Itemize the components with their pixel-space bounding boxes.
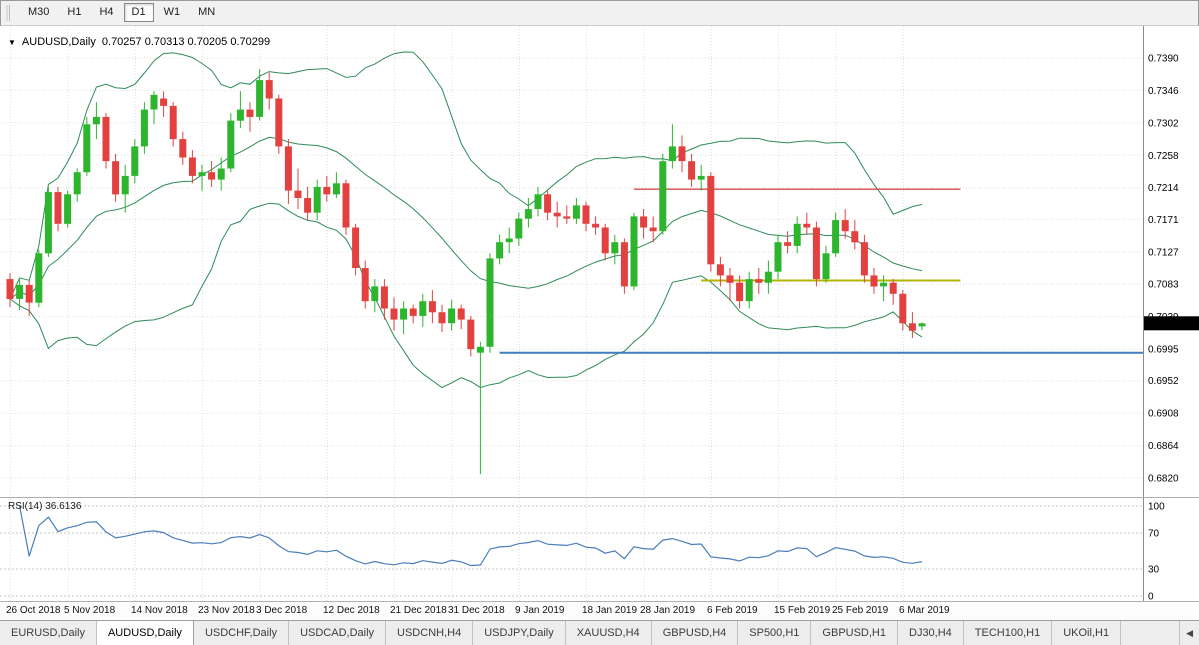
chart-tab-usdchf-daily[interactable]: USDCHF,Daily [193,621,290,645]
price-chart-pane[interactable]: 0.7390 0.7346 0.7302 0.7258 0.7214 0.7171 0.71… [0,26,1199,498]
chart-tab-usdcad-daily[interactable]: USDCAD,Daily [289,621,387,645]
svg-text:0.6820: 0.6820 [1148,474,1179,485]
current-price-tag [1144,316,1199,331]
timeframe-button-mn[interactable]: MN [190,3,223,22]
time-axis-label: 31 Dec 2018 [448,605,505,616]
svg-text:70: 70 [1148,529,1160,540]
svg-text:30: 30 [1148,565,1160,576]
chart-tab-xauusd-h4[interactable]: XAUUSD,H4 [565,621,652,645]
svg-text:0.7258: 0.7258 [1148,151,1179,162]
svg-text:0.6908: 0.6908 [1148,409,1179,420]
chart-title: ▼ AUDUSD,Daily 0.70257 0.70313 0.70205 0… [8,36,270,48]
rsi-indicator-pane[interactable]: 100 70 30 0 RSI(14) 36.6136 [0,498,1199,602]
tab-scroll-left-icon[interactable]: ◀ [1179,621,1199,645]
time-axis[interactable]: 26 Oct 2018 5 Nov 2018 14 Nov 2018 23 Nov 2… [0,602,1199,620]
chart-tab-tech100-h1[interactable]: TECH100,H1 [963,621,1053,645]
time-axis-label: 12 Dec 2018 [323,605,380,616]
timeframe-toolbar: M30 H1 H4 D1 W1 MN [0,0,1199,26]
time-axis-label: 6 Mar 2019 [899,605,950,616]
svg-text:0.6952: 0.6952 [1148,376,1179,387]
chart-tab-gbpusd-h4[interactable]: GBPUSD,H4 [651,621,739,645]
chart-ohlc-values: 0.70257 0.70313 0.70205 0.70299 [101,36,271,48]
rsi-line [19,505,923,567]
svg-text:0.7346: 0.7346 [1148,86,1179,97]
rsi-name: RSI(14) [8,501,43,512]
time-axis-label: 9 Jan 2019 [515,605,565,616]
svg-text:0.7127: 0.7127 [1148,247,1179,258]
svg-text:0.7390: 0.7390 [1148,54,1179,65]
svg-text:0.7083: 0.7083 [1148,280,1179,291]
timeframe-button-h4[interactable]: H4 [91,3,121,22]
timeframe-button-w1[interactable]: W1 [156,3,189,22]
svg-text:0.6864: 0.6864 [1148,441,1179,452]
toolbar-grip-handle[interactable] [6,4,10,21]
svg-text:0: 0 [1148,592,1154,602]
timeframe-button-d1[interactable]: D1 [123,3,154,22]
chart-tab-audusd-daily[interactable]: AUDUSD,Daily [96,621,194,645]
chart-symbol-label: AUDUSD,Daily [21,36,96,48]
svg-text:0.7302: 0.7302 [1148,118,1179,129]
time-axis-label: 15 Feb 2019 [774,605,831,616]
timeframe-button-h1[interactable]: H1 [59,3,89,22]
time-axis-label: 21 Dec 2018 [390,605,447,616]
svg-text:0.70299: 0.70299 [1148,319,1185,330]
svg-text:0.7171: 0.7171 [1148,215,1179,226]
bollinger-lower-band [9,202,923,389]
timeframe-button-m30[interactable]: M30 [20,3,57,22]
svg-text:100: 100 [1148,502,1165,513]
chart-tab-bar: EURUSD,Daily AUDUSD,Daily USDCHF,Daily USDC… [0,620,1199,645]
time-axis-label: 6 Feb 2019 [707,605,758,616]
chart-tab-usdcnh-h4[interactable]: USDCNH,H4 [386,621,474,645]
chart-tab-gbpusd-h1[interactable]: GBPUSD,H1 [811,621,898,645]
time-axis-label: 26 Oct 2018 [6,605,61,616]
bollinger-middle-band [9,136,923,300]
price-chart-canvas[interactable]: 0.7390 0.7346 0.7302 0.7258 0.7214 0.7171 0.71… [0,26,1199,497]
svg-text:0.7214: 0.7214 [1148,183,1179,194]
time-axis-label: 23 Nov 2018 [198,605,255,616]
rsi-indicator-label: RSI(14) 36.6136 [8,501,81,512]
rsi-chart-canvas[interactable]: 100 70 30 0 [0,498,1199,601]
time-axis-label: 25 Feb 2019 [832,605,889,616]
chart-tab-dj30-h4[interactable]: DJ30,H4 [898,621,964,645]
bollinger-upper-band [9,51,923,300]
chart-window-menu-icon[interactable]: ▼ [8,37,16,47]
svg-text:0.6995: 0.6995 [1148,345,1179,356]
time-axis-label: 18 Jan 2019 [582,605,638,616]
chart-tab-sp500-h1[interactable]: SP500,H1 [738,621,812,645]
chart-tab-ukoil-h1[interactable]: UKOil,H1 [1052,621,1122,645]
time-axis-label: 3 Dec 2018 [256,605,308,616]
time-axis-label: 28 Jan 2019 [640,605,696,616]
chart-tab-usdjpy-daily[interactable]: USDJPY,Daily [473,621,566,645]
time-axis-label: 14 Nov 2018 [131,605,188,616]
time-axis-label: 5 Nov 2018 [64,605,116,616]
chart-tab-eurusd-daily[interactable]: EURUSD,Daily [0,621,97,645]
rsi-value: 36.6136 [45,501,82,512]
